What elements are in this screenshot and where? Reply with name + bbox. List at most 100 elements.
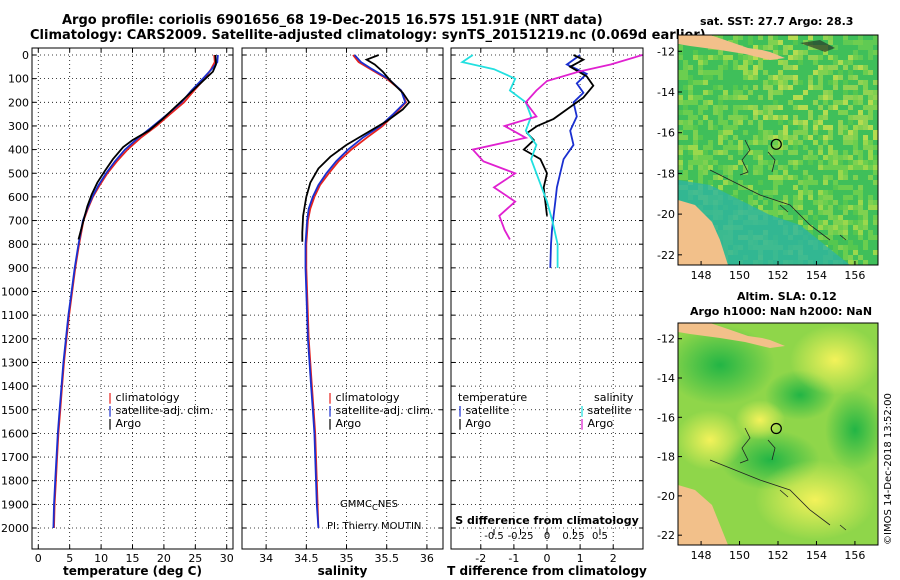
reef-outlines [739, 139, 847, 241]
sst-cell [683, 65, 688, 70]
sst-cell [768, 110, 773, 115]
sst-cell [768, 160, 773, 165]
map-lon-label: 152 [768, 269, 789, 282]
sst-cell [733, 165, 738, 170]
map-lat-label: -18 [657, 451, 675, 464]
sst-cell [808, 175, 813, 180]
sst-cell [693, 145, 698, 150]
y-tick-label: 500 [8, 167, 29, 180]
sst-cell [728, 140, 733, 145]
sst-cell [808, 55, 813, 60]
sst-cell [678, 70, 683, 75]
sst-cell [843, 165, 848, 170]
map-lat-label: -22 [657, 529, 675, 542]
sst-cell [828, 175, 833, 180]
sst-cell [693, 50, 698, 55]
sst-cell [713, 70, 718, 75]
sst-cell [738, 140, 743, 145]
sst-cell [788, 140, 793, 145]
sst-cell [873, 170, 878, 175]
sst-cell [808, 110, 813, 115]
sst-cell [823, 175, 828, 180]
sst-cell [718, 110, 723, 115]
map-lat-label: -16 [657, 127, 675, 140]
sst-cell [783, 130, 788, 135]
sst-cell [858, 35, 863, 40]
sst-cell [683, 175, 688, 180]
sst-cell [798, 200, 803, 205]
altim-map-title2: Argo h1000: NaN h2000: NaN [690, 305, 873, 318]
sst-cell [828, 130, 833, 135]
sst-cell [848, 160, 853, 165]
sst-cell [818, 75, 823, 80]
sst-cell [853, 90, 858, 95]
sst-cell [828, 155, 833, 160]
sst-cell [863, 215, 868, 220]
sst-cell [823, 35, 828, 40]
sst-cell [763, 105, 768, 110]
sst-cell [843, 155, 848, 160]
pi-credit: PI: Thierry MOUTIN [327, 521, 422, 532]
sst-cell [733, 105, 738, 110]
sst-cell [853, 75, 858, 80]
sst-cell [693, 130, 698, 135]
map-lat-label: -14 [657, 86, 675, 99]
sst-cell [823, 180, 828, 185]
sst-cell [693, 115, 698, 120]
sst-cell [718, 75, 723, 80]
sst-cell [798, 205, 803, 210]
sst-cell [858, 185, 863, 190]
sst-cell [838, 185, 843, 190]
y-tick-label: 0 [22, 49, 29, 62]
float-position-marker-sst [770, 138, 782, 150]
sst-cell [678, 50, 683, 55]
sst-cell [798, 140, 803, 145]
sst-cell [778, 175, 783, 180]
sst-cell [858, 220, 863, 225]
sst-cell [688, 90, 693, 95]
sst-cell [858, 125, 863, 130]
sst-cell [803, 180, 808, 185]
sst-cell [768, 95, 773, 100]
sst-cell [768, 75, 773, 80]
sst-cell [863, 225, 868, 230]
sst-cell [808, 160, 813, 165]
sst-cell [753, 85, 758, 90]
sst-cell [828, 55, 833, 60]
sst-cell [853, 125, 858, 130]
y-tick-label: 300 [8, 120, 29, 133]
sst-cell [773, 35, 778, 40]
sst-cell [743, 130, 748, 135]
sst-cell [738, 150, 743, 155]
sst-cell [818, 190, 823, 195]
sst-cell [823, 110, 828, 115]
s-tick-label: 0.25 [562, 531, 584, 542]
sst-cell [758, 180, 763, 185]
sst-cell [763, 110, 768, 115]
sst-cell [793, 50, 798, 55]
sst-cell [713, 55, 718, 60]
sst-cell [808, 195, 813, 200]
sst-cell [683, 105, 688, 110]
sst-cell [708, 70, 713, 75]
sst-cell [818, 235, 823, 240]
sst-cell [858, 255, 863, 260]
diff-legend-temp: temperature | satellite | Argo [458, 391, 527, 430]
sst-cell [808, 210, 813, 215]
sst-cell [853, 225, 858, 230]
diff-legend-sal: salinity | satellite | Argo [580, 391, 633, 430]
legend-mark-black: | [328, 417, 333, 430]
x-tick-label: 10 [94, 552, 108, 565]
sst-cell [843, 195, 848, 200]
sst-cell [758, 135, 763, 140]
sst-cell [788, 100, 793, 105]
sst-cell [783, 85, 788, 90]
sst-cell [843, 40, 848, 45]
sst-cell [768, 90, 773, 95]
sst-cell [868, 175, 873, 180]
sst-cell [793, 140, 798, 145]
sst-cell [773, 115, 778, 120]
sst-cell [693, 150, 698, 155]
sst-cell [873, 40, 878, 45]
sst-cell [828, 105, 833, 110]
